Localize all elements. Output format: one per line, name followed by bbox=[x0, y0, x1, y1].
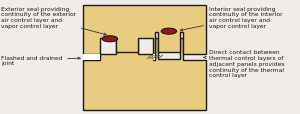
Circle shape bbox=[102, 36, 118, 43]
Polygon shape bbox=[82, 39, 206, 110]
Circle shape bbox=[161, 29, 177, 35]
Text: Exterior seal providing
continuity of the exterior
air control layer and
vapor c: Exterior seal providing continuity of th… bbox=[1, 6, 106, 36]
Polygon shape bbox=[82, 54, 100, 60]
Polygon shape bbox=[82, 6, 206, 54]
Text: Flashed and drained
joint: Flashed and drained joint bbox=[1, 55, 80, 66]
Polygon shape bbox=[154, 54, 155, 60]
Text: Direct contact between
thermal control layers of
adjacent panels provides
contin: Direct contact between thermal control l… bbox=[203, 50, 284, 78]
Text: Interior seal providing
continuity of the interior
air control layer and
vapor c: Interior seal providing continuity of th… bbox=[180, 6, 282, 32]
